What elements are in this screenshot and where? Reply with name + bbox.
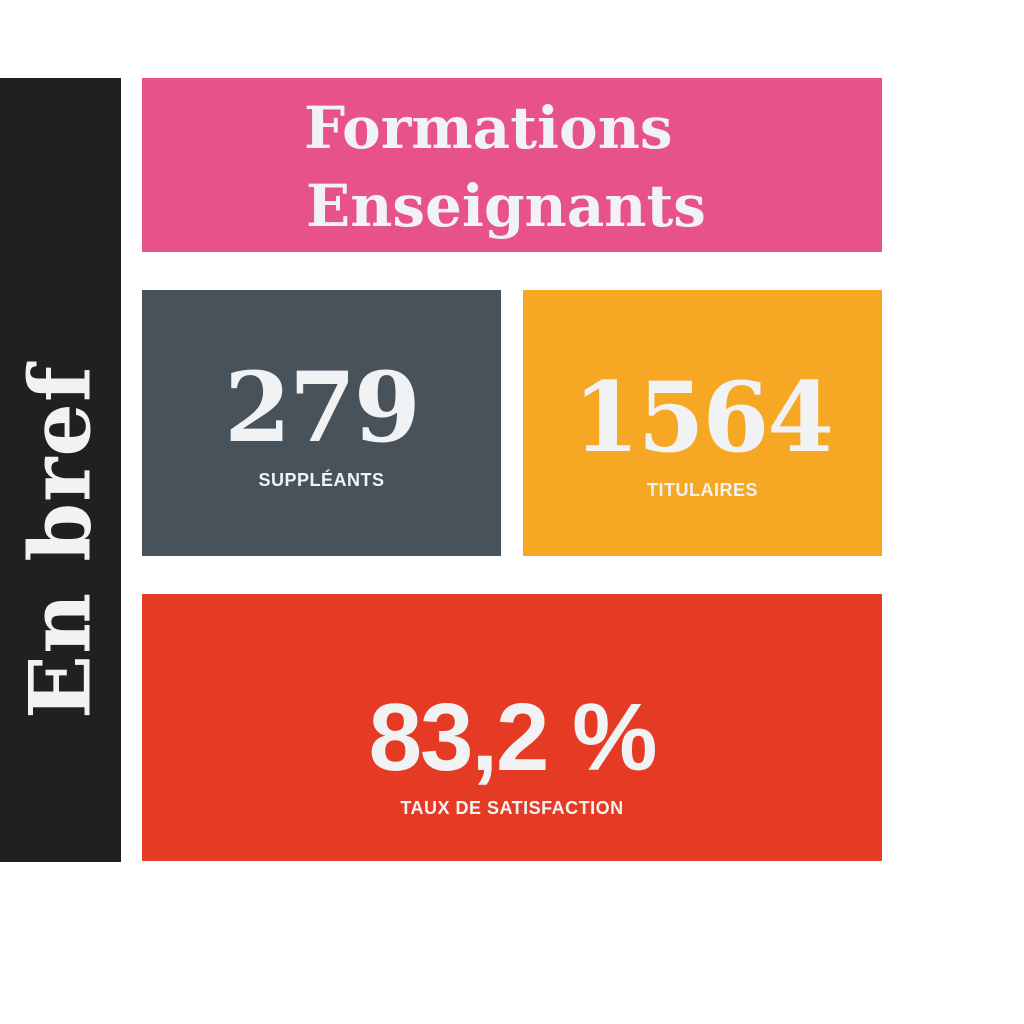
side-label: En bref bbox=[10, 365, 110, 719]
title-line: Formations bbox=[304, 94, 673, 162]
header-box: Formations Enseignants bbox=[142, 78, 882, 252]
stat-label: TAUX DE SATISFACTION bbox=[400, 798, 624, 818]
stat-value: 83,2 % bbox=[368, 684, 658, 791]
stat-label: TITULAIRES bbox=[647, 480, 758, 500]
stat-value: 279 bbox=[224, 351, 420, 464]
stat-box: 279 SUPPLÉANTS bbox=[142, 290, 501, 556]
title-line: Enseignants bbox=[306, 172, 706, 240]
stat-label: SUPPLÉANTS bbox=[258, 470, 385, 490]
stat-box: 1564 TITULAIRES bbox=[523, 290, 882, 556]
stat-box: 83,2 % TAUX DE SATISFACTION bbox=[142, 594, 882, 861]
stat-value: 1564 bbox=[572, 361, 834, 474]
side-bar bbox=[0, 78, 121, 862]
